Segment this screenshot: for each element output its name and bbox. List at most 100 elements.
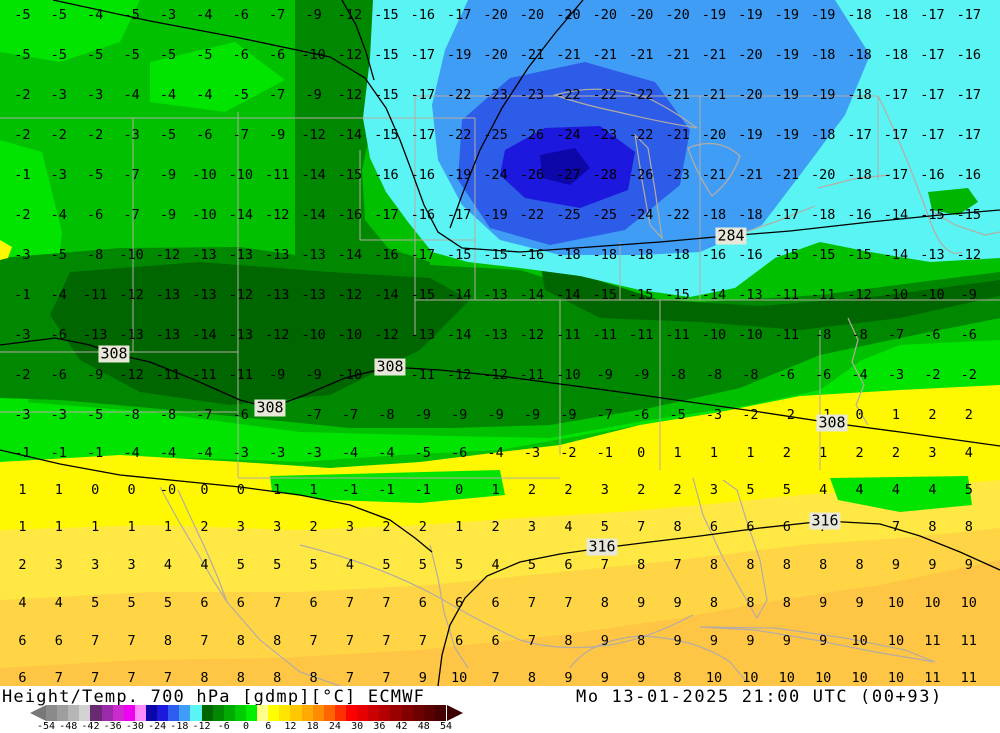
temp-value: -17 [410,87,435,103]
temp-value: -12 [155,247,181,263]
temp-value: -1 [14,167,31,183]
contour-284 [52,0,1000,253]
temp-value: -9 [159,207,177,223]
temp-value: -14 [446,287,472,303]
state-borders [0,95,1000,479]
temp-value: 2 [782,445,791,461]
temp-value: -16 [519,247,545,263]
temp-value: 10 [851,633,868,649]
temp-value: 6 [709,519,719,535]
temp-value: -14 [701,287,727,303]
temp-value: 8 [236,670,245,686]
temp-value: -24 [556,127,581,143]
temp-value: 1 [455,519,464,535]
temp-value: -16 [701,247,727,263]
temp-value: -3 [523,445,541,461]
temp-value: -6 [778,367,795,383]
temp-value: 2 [673,482,682,498]
temp-value: -19 [446,167,472,183]
temp-value: 6 [200,595,209,611]
temp-value: -5 [123,47,140,63]
temp-value: -27 [556,167,581,183]
colorbar-segment [168,705,180,721]
temp-value: -5 [414,445,431,461]
temp-value: 9 [709,633,719,649]
colorbar-segment [301,705,313,721]
temp-value: -19 [446,47,472,63]
temp-value: -17 [446,7,472,23]
temp-value: 0 [127,482,136,498]
temp-value: -22 [628,87,654,103]
temp-value: -3 [50,407,67,423]
temp-value: -17 [920,127,945,143]
temp-value: 10 [851,670,868,686]
temp-value: -12 [119,367,144,383]
temp-value: 2 [309,519,318,535]
colorbar-segment [434,705,446,721]
temp-value: -9 [305,87,322,103]
colorbar-segment [223,705,235,721]
temp-value: 1 [163,519,173,535]
temp-value: -18 [883,7,909,23]
temp-value: -6 [269,47,286,63]
temp-value: -1 [87,445,104,461]
temp-value: -19 [483,207,508,223]
temp-value: -8 [378,407,395,423]
temp-value: 9 [637,670,646,686]
colorbar-segment [145,705,158,721]
temp-value: -9 [269,127,286,143]
temp-value: 3 [709,482,719,498]
temp-value: 7 [418,633,427,649]
temp-value: -17 [883,87,909,103]
colorbar-segment [368,705,380,721]
temp-value: 3 [928,445,937,461]
temp-value: -20 [628,7,654,23]
temp-value: -17 [920,7,945,23]
temp-value: 5 [527,557,537,573]
colorbar-segment [345,705,358,721]
colorbar-tick: -18 [170,721,189,732]
temp-value: 7 [491,670,500,686]
temp-value: 11 [924,670,941,686]
temp-value: 5 [236,557,245,573]
temp-value: -5 [87,407,104,423]
temp-value: -21 [774,167,799,183]
temp-value: -11 [774,327,799,343]
temp-value: -1 [14,445,31,461]
temp-value: 5 [382,557,391,573]
temp-value: 8 [527,670,537,686]
legend-bar: Height/Temp. 700 hPa [gdmp][°C] ECMWF Mo… [0,686,1000,733]
temp-value: -11 [665,327,690,343]
temp-value: -7 [196,407,213,423]
temp-value: 9 [600,633,609,649]
temp-value: -5 [14,47,31,63]
temp-value: 3 [54,557,63,573]
temp-value: -19 [738,127,763,143]
temp-value: 7 [382,670,391,686]
temp-value: 0 [855,407,864,423]
temp-value: 2 [891,445,901,461]
temp-value: 8 [782,595,791,611]
temp-value: 10 [451,670,468,686]
colorbar-segment [68,705,80,721]
temp-value: -11 [628,327,654,343]
temp-value: -4 [159,445,177,461]
temp-value: -21 [665,87,690,103]
contour-label-308: 308 [254,398,286,417]
temp-value: 11 [924,633,941,649]
temp-value: 4 [928,482,937,498]
temp-value: 9 [819,633,828,649]
temp-value: 6 [782,519,791,535]
colorbar-segment [57,705,69,721]
temp-value: 2 [637,482,646,498]
temp-value: -25 [556,207,581,223]
temp-value: 8 [928,519,937,535]
temp-value: -13 [119,327,144,343]
temp-value: 7 [163,670,173,686]
temp-value: -4 [196,445,213,461]
temp-value: -17 [883,167,909,183]
temp-value: -17 [956,127,981,143]
temp-value: 0 [637,445,646,461]
temp-value: -4 [487,445,504,461]
temp-value: 5 [127,595,136,611]
